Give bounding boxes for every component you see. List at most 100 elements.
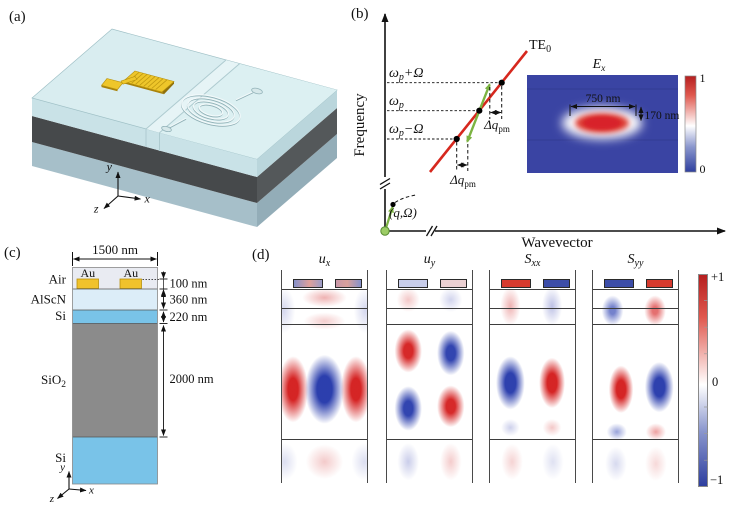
layer-air [72,267,158,289]
idt-electrode-left [398,279,428,288]
idt-electrode-left [501,279,531,288]
panel-d-label: (d) [252,247,270,263]
layer-interface-line [282,308,367,309]
chip-top-slab [31,28,338,177]
thickness-sio2: 2000 nm [170,372,214,386]
total-width-label: 1500 nm [92,242,138,257]
idt-electrode-right [646,279,673,288]
field-map-ux [281,270,368,483]
phase-mismatch-upper [489,86,503,119]
panel-b: (b) Frequency Wavevector ωp+Ω [351,6,726,251]
field-map-syy [592,270,679,483]
idt-electrode-right [440,279,467,288]
layer-stack [72,267,158,485]
material-sio2: SiO2 [41,372,66,390]
width-dimension [569,104,637,116]
column-title-ux: ux [319,252,331,269]
column-title-syy: Syy [628,252,644,269]
te0-mode-label: TE0 [529,38,551,55]
te0-dispersion-line [428,50,529,173]
colorbar-min-label: −1 [710,473,723,487]
thickness-dimension-lines [142,271,168,438]
x-axis-break [425,225,434,237]
panel-c: (c) 1500 nm [4,242,214,505]
colorbar-inset [684,75,697,173]
waveguide-height-label: 170 nm [645,110,680,122]
colorbar-inset-min: 0 [700,162,706,176]
idt-electrode-right [335,279,362,288]
column-title-uy: uy [424,252,436,269]
colorbar-inset-max: 1 [700,71,706,85]
layer-sio2 [72,323,158,437]
phase-mismatch-lower [456,142,469,171]
field-map-sxx [489,270,576,483]
axes-panel-a [103,171,141,209]
thickness-si: 220 nm [170,310,208,324]
total-width-dimension [72,252,158,266]
dispersion-points [453,79,505,143]
frequency-guide-lines [387,82,500,140]
idt-electrode-left [604,279,634,288]
idt-electrode-left [293,279,323,288]
gold-idt [100,70,175,95]
spiral-waveguide [161,87,263,133]
thickness-alscn: 360 nm [170,293,208,307]
idt-electrode-right [543,279,570,288]
panel-b-label: (b) [351,6,369,22]
axis-x-label: x [144,192,151,206]
axis-z-label: z [49,493,55,505]
layer-interface-line [387,324,472,325]
layer-interface-line [490,439,575,440]
layer-si-bottom [72,437,158,484]
chip-base-layer [32,134,337,227]
layer-interface-line [387,289,472,290]
au-electrode-left [76,278,99,289]
mode-halo [562,107,642,139]
layer-interface-line [490,308,575,309]
thickness-au: 100 nm [170,277,208,291]
mode-core [583,116,621,130]
au-label-left: Au [80,266,95,280]
freq-tick-wp: ωp [389,94,404,111]
axis-y-label: y [59,462,65,474]
axis-y-label: y [106,160,113,174]
phonon-scattering-vector [466,83,491,143]
freq-tick-wp-plus: ωp+Ω [389,66,423,83]
layer-interface-line [282,439,367,440]
layer-interface-line [593,308,678,309]
layer-interface-line [593,289,678,290]
au-label-right: Au [123,266,138,280]
field-map-uy [386,270,473,483]
layer-interface-line [593,439,678,440]
layer-interface-line [387,439,472,440]
mode-profile-inset: 750 nm 170 nm [527,75,679,173]
material-alscn: AlScN [31,292,67,307]
y-axis-break [379,182,391,190]
material-si-bottom: Si [55,450,66,465]
chip-dark-layer [32,108,337,203]
layer-alscn [72,289,158,310]
panel-a-label: (a) [9,9,26,25]
freq-tick-wp-minus: ωp−Ω [389,122,423,139]
axes-panel-c [57,471,87,499]
layer-interface-line [282,324,367,325]
layer-si-top [72,310,158,324]
colorbar-mid-label: 0 [712,375,718,389]
grating-coupler [161,125,172,133]
layer-interface-line [387,308,472,309]
frequency-axis-label: Frequency [352,93,368,157]
panel-c-label: (c) [4,245,21,261]
colorbar-panel-d [698,274,708,487]
origin-point [380,226,390,236]
wavevector-axis-label: Wavevector [521,235,592,251]
material-si-top: Si [55,308,66,323]
phonon-origin-group [380,194,417,236]
material-air: Air [49,272,67,287]
delta-q-label-lower: Δqpm [449,172,476,189]
layer-interface-line [593,324,678,325]
column-title-sxx: Sxx [525,252,541,269]
gold-contact-pad [100,78,124,90]
panel-a: (a) [9,9,338,227]
au-electrode-right [119,278,142,289]
